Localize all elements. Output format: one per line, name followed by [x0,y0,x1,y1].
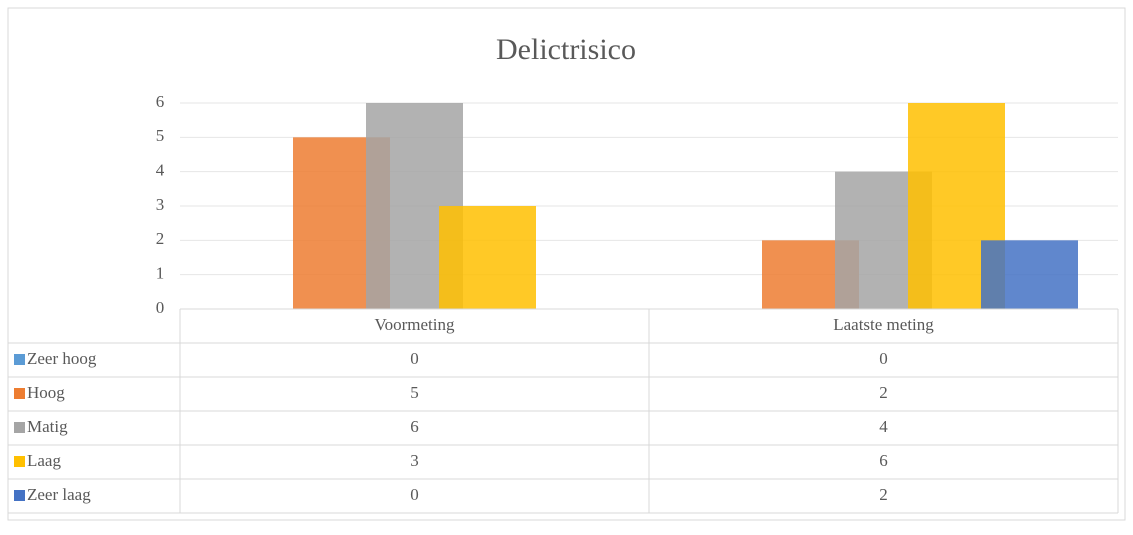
table-value: 3 [410,451,419,470]
chart-title: Delictrisico [496,33,636,66]
table-value: 0 [410,485,419,504]
x-tick-label: Voormeting [375,315,455,334]
y-tick-label: 1 [156,264,165,283]
table-value: 2 [879,383,888,402]
table-value: 0 [410,349,419,368]
table-value: 6 [879,451,888,470]
legend-swatch [14,456,25,467]
table-value: 4 [879,417,888,436]
legend-swatch [14,354,25,365]
table-value: 5 [410,383,419,402]
legend-swatch [14,490,25,501]
table-value: 2 [879,485,888,504]
legend-label: Laag [27,451,61,470]
y-tick-label: 0 [156,298,165,317]
legend-swatch [14,422,25,433]
y-tick-label: 2 [156,229,165,248]
y-tick-label: 6 [156,92,165,111]
legend-label: Zeer hoog [27,349,97,368]
legend-label: Hoog [27,383,65,402]
legend-label: Zeer laag [27,485,91,504]
table-value: 0 [879,349,888,368]
table-value: 6 [410,417,419,436]
bar [981,240,1078,309]
legend-label: Matig [27,417,68,436]
y-tick-label: 5 [156,126,165,145]
legend-swatch [14,388,25,399]
x-tick-label: Laatste meting [833,315,934,334]
y-tick-label: 3 [156,195,165,214]
bar [439,206,536,309]
y-tick-label: 4 [156,161,165,180]
